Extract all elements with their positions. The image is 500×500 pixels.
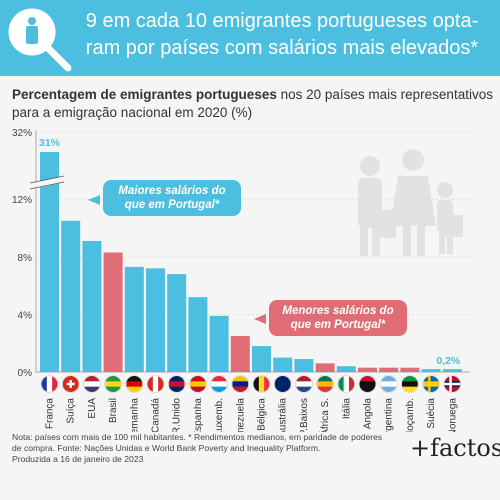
flag-argentina-icon <box>379 375 398 393</box>
chart-subtitle: Percentagem de emigrantes portugueses no… <box>12 86 498 122</box>
x-tick-label: Angola <box>363 398 374 430</box>
callout-higher-salary: Maiores salários do que em Portugal* <box>103 180 241 216</box>
footnote-line-2: de compra. Fonte: Nações Unidas e World … <box>12 443 321 453</box>
bar-angola <box>358 367 377 372</box>
flag-sweden-icon <box>422 375 440 393</box>
x-tick-label: Suécia <box>426 398 437 429</box>
x-tick-label: França <box>45 398 56 430</box>
x-tick-label: Venezuela <box>235 398 246 432</box>
x-tick-label: Espanha <box>193 398 204 432</box>
y-tick-label: 32% <box>12 128 32 139</box>
bar-sua <box>61 220 81 372</box>
flag-australia-icon <box>273 375 292 393</box>
flag-belgium-icon <box>252 375 271 393</box>
family-silhouette-icon <box>358 149 463 256</box>
y-tick-label: 12% <box>12 195 32 206</box>
factos-logo: +factos <box>410 434 500 462</box>
bar-argentina <box>379 367 399 372</box>
x-tick-label: Brasil <box>108 398 119 423</box>
flag-luxembourg-icon <box>210 375 228 393</box>
subtitle-rest: nos 20 países mais representativos para … <box>12 87 493 120</box>
bar-luxemb <box>209 315 229 372</box>
flag-venezuela-icon <box>231 375 250 393</box>
bar-eua <box>82 240 102 372</box>
x-tick-label: Bélgica <box>257 398 268 431</box>
x-tick-label: Canadá <box>151 398 162 432</box>
callout-higher-pointer <box>88 195 100 205</box>
bar-brasil <box>103 252 123 372</box>
flag-switzerland-icon <box>61 375 80 393</box>
x-tick-label: Moçamb. <box>405 398 416 432</box>
data-label-last: 0,2% <box>436 355 461 367</box>
bar-moamb <box>400 367 420 372</box>
migrant-magnifier-icon <box>8 8 72 72</box>
bar-alemanha <box>124 266 144 372</box>
flag-netherlands-icon <box>295 375 313 393</box>
flag-brazil-icon <box>104 375 122 393</box>
y-tick-label: 4% <box>18 310 33 321</box>
flag-norway-icon <box>443 375 462 393</box>
bar-venezuela <box>230 336 250 372</box>
x-tick-label: Itália <box>341 398 352 420</box>
x-tick-label: África S. <box>318 398 331 432</box>
flag-italy-icon <box>337 375 356 393</box>
flag-angola-icon <box>358 375 377 393</box>
bar-noruega <box>442 369 462 372</box>
x-tick-label: R.Unido <box>172 398 183 432</box>
x-tick-label: EUA <box>87 398 98 419</box>
footnote: Nota: países com mais de 100 mil habitan… <box>12 432 412 465</box>
page-title: 9 em cada 10 emigrantes portugueses opta… <box>85 10 479 59</box>
flag-usa-icon <box>83 375 101 393</box>
x-tick-label: Noruega <box>447 398 458 432</box>
flag-mozambique-icon <box>401 375 419 393</box>
bar-pbaixos <box>294 359 314 372</box>
bar-blgica <box>252 346 271 372</box>
x-tick-label: Alemanha <box>129 398 140 432</box>
bar-espanha <box>188 297 208 372</box>
bar-fricas <box>315 363 335 372</box>
header-banner: 9 em cada 10 emigrantes portugueses opta… <box>0 0 500 76</box>
flag-germany-icon <box>125 375 144 393</box>
bar-austrlia <box>273 357 293 372</box>
x-tick-label: Austrália <box>278 398 289 432</box>
x-tick-label: Luxemb. <box>214 398 225 432</box>
footnote-line-1: Nota: países com mais de 100 mil habitan… <box>12 432 383 442</box>
flag-south-africa-icon <box>316 375 334 393</box>
bar-canad <box>146 268 165 372</box>
x-tick-label: P.Baixos <box>299 398 310 432</box>
data-label-first: 31% <box>39 137 61 149</box>
bar-runido <box>167 274 187 372</box>
bar-chart: 0% 4% 8% 12% 32% França Suíça EUA Brasil Alemanh… <box>12 128 470 432</box>
flag-uk-icon <box>167 375 186 393</box>
y-tick-label: 0% <box>18 368 33 379</box>
footnote-line-3: Produzida a 16 de janeiro de 2023 <box>12 454 144 464</box>
x-tick-label: Argentina <box>384 398 395 432</box>
x-tick-label: Suíça <box>66 398 77 424</box>
flag-france-icon <box>40 375 59 393</box>
y-tick-label: 8% <box>18 253 33 264</box>
callout-lower-pointer <box>254 314 266 324</box>
callout-lower-salary: Menores salários do que em Portugal* <box>269 300 407 336</box>
flag-canada-icon <box>146 375 165 393</box>
bar-frana <box>40 152 59 372</box>
subtitle-bold: Percentagem de emigrantes portugueses <box>12 87 277 102</box>
flag-spain-icon <box>189 375 207 393</box>
bar-sucia <box>421 369 441 372</box>
bar-itlia <box>336 366 356 372</box>
